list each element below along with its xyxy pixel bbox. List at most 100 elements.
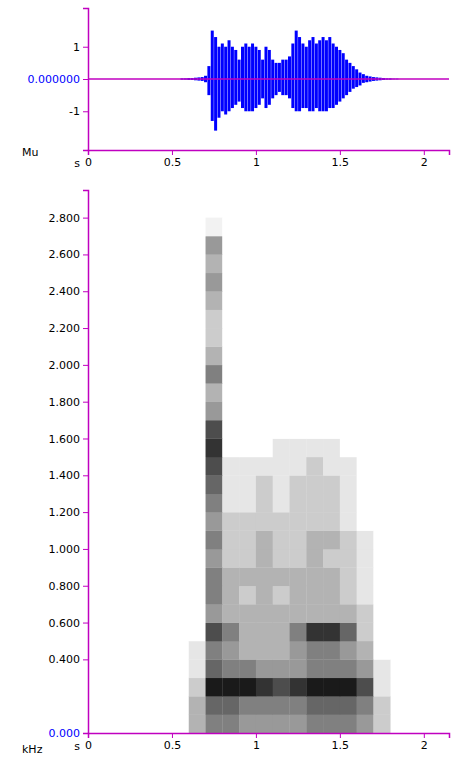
cell	[340, 420, 357, 439]
cell	[239, 531, 256, 550]
cell	[357, 494, 374, 513]
cell	[222, 512, 239, 531]
cell	[323, 567, 340, 586]
tick-mark	[83, 79, 88, 80]
tick-mark	[83, 402, 88, 403]
tick-mark	[424, 150, 425, 155]
tick-mark	[83, 512, 88, 513]
waveform-sample	[221, 44, 224, 112]
waveform-sample	[325, 40, 328, 111]
cell	[323, 604, 340, 623]
cell	[357, 715, 374, 733]
cell	[222, 531, 239, 550]
waveform-sample	[345, 60, 348, 95]
tick-label: 1.400	[49, 469, 81, 482]
cell	[256, 659, 273, 678]
tick-mark	[83, 291, 88, 292]
cell	[256, 457, 273, 476]
tick-mark	[83, 623, 88, 624]
cell	[206, 586, 223, 605]
cell	[357, 420, 374, 439]
waveform-sample	[281, 60, 284, 95]
waveform-sample	[355, 69, 358, 87]
cell	[239, 641, 256, 660]
tick-label: 1	[253, 739, 260, 752]
cell	[256, 328, 273, 347]
tick-mark	[172, 733, 173, 738]
cell	[357, 549, 374, 568]
cell	[340, 438, 357, 457]
plot-area	[189, 218, 391, 733]
cell	[306, 567, 323, 586]
tick-label: 2.600	[49, 248, 81, 261]
cell	[289, 402, 306, 421]
cell	[323, 641, 340, 660]
tick: 2.400	[49, 285, 89, 298]
tick-label: 2	[421, 739, 428, 752]
cell	[239, 696, 256, 715]
cell	[273, 402, 290, 421]
cell	[256, 494, 273, 513]
tick-mark	[256, 150, 257, 155]
cell	[206, 310, 223, 329]
cell	[189, 715, 206, 733]
cell	[357, 586, 374, 605]
cell	[239, 567, 256, 586]
cell	[340, 310, 357, 329]
cell	[222, 365, 239, 384]
cell	[189, 494, 206, 513]
tick-mark	[83, 438, 88, 439]
waveform-sample	[224, 47, 227, 115]
cell	[206, 383, 223, 402]
tick: 2.000	[49, 359, 89, 372]
cell	[256, 623, 273, 642]
cell	[239, 678, 256, 697]
cell	[306, 604, 323, 623]
waveform-sample	[311, 37, 314, 111]
cell	[357, 291, 374, 310]
cell	[306, 659, 323, 678]
cell	[222, 696, 239, 715]
tick-mark	[424, 733, 425, 738]
cell	[273, 531, 290, 550]
cell	[306, 475, 323, 494]
cell	[189, 641, 206, 660]
cell	[222, 328, 239, 347]
cell	[189, 402, 206, 421]
cell	[189, 310, 206, 329]
x-axis-line	[89, 151, 450, 156]
cell	[189, 531, 206, 550]
cell	[189, 696, 206, 715]
tick: 2.800	[49, 212, 89, 225]
tick-mark	[83, 586, 88, 587]
cell	[340, 715, 357, 733]
cell	[206, 365, 223, 384]
cell	[273, 512, 290, 531]
waveform-sample	[291, 44, 294, 109]
cell	[373, 715, 390, 733]
zero-line	[88, 78, 449, 80]
cell	[222, 383, 239, 402]
cell	[239, 365, 256, 384]
cell	[373, 365, 390, 384]
cell	[306, 696, 323, 715]
cell	[373, 346, 390, 365]
cell	[189, 328, 206, 347]
cell	[373, 549, 390, 568]
cell	[289, 715, 306, 733]
cell	[239, 659, 256, 678]
y-axis: -10.0000001	[28, 9, 89, 151]
cell	[340, 696, 357, 715]
cell	[373, 291, 390, 310]
cell	[323, 715, 340, 733]
cell	[373, 310, 390, 329]
cell	[340, 641, 357, 660]
cell	[323, 291, 340, 310]
cell	[206, 346, 223, 365]
cell	[357, 678, 374, 697]
cell	[189, 586, 206, 605]
cell	[256, 236, 273, 255]
cell	[289, 328, 306, 347]
tick: 0.5	[164, 733, 182, 752]
cell	[189, 236, 206, 255]
